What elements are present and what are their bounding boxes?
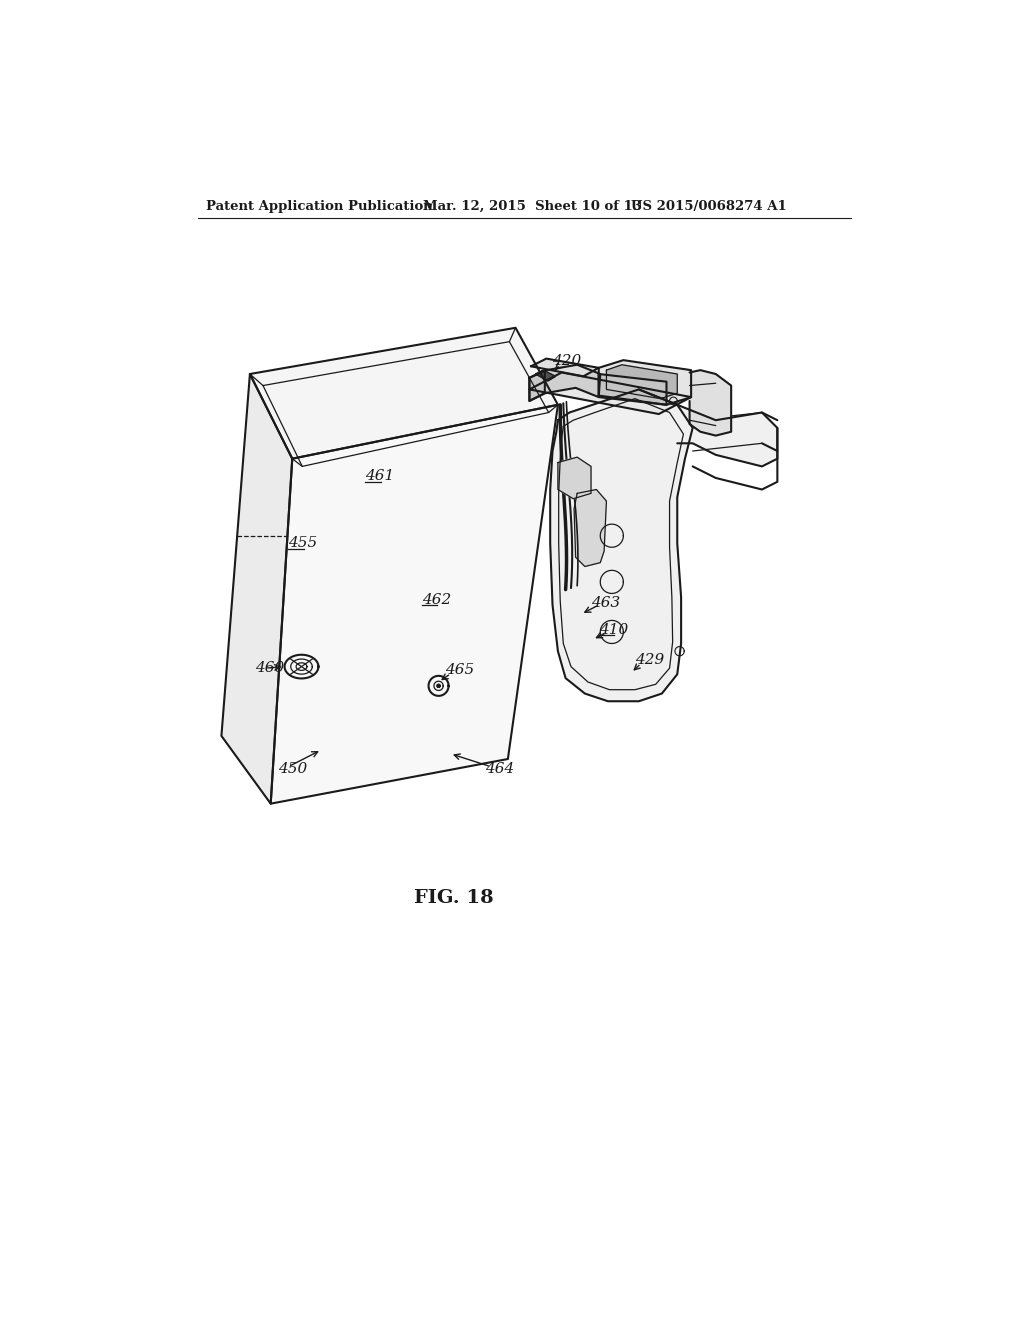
Text: 429: 429 — [635, 653, 665, 668]
Polygon shape — [639, 389, 777, 466]
Text: Mar. 12, 2015  Sheet 10 of 13: Mar. 12, 2015 Sheet 10 of 13 — [423, 199, 642, 213]
Text: 420: 420 — [553, 354, 582, 368]
Polygon shape — [574, 490, 606, 566]
Text: 450: 450 — [279, 762, 307, 776]
Text: 410: 410 — [599, 623, 628, 636]
Polygon shape — [270, 405, 558, 804]
Text: 455: 455 — [289, 536, 317, 550]
Text: 462: 462 — [422, 593, 451, 607]
Polygon shape — [529, 364, 600, 401]
Polygon shape — [529, 370, 545, 401]
Text: 463: 463 — [591, 595, 621, 610]
Polygon shape — [529, 372, 691, 414]
Polygon shape — [531, 359, 599, 376]
Polygon shape — [536, 370, 556, 381]
Text: 460: 460 — [255, 661, 285, 675]
Text: 464: 464 — [484, 762, 514, 776]
Text: 465: 465 — [444, 664, 474, 677]
Polygon shape — [250, 327, 558, 459]
Text: US 2015/0068274 A1: US 2015/0068274 A1 — [631, 199, 786, 213]
Text: FIG. 18: FIG. 18 — [414, 888, 494, 907]
Polygon shape — [558, 457, 591, 499]
Text: 461: 461 — [366, 470, 394, 483]
Polygon shape — [550, 389, 692, 701]
Text: Patent Application Publication: Patent Application Publication — [206, 199, 433, 213]
Polygon shape — [437, 684, 440, 688]
Polygon shape — [221, 374, 292, 804]
Polygon shape — [606, 364, 677, 399]
Polygon shape — [689, 370, 731, 436]
Polygon shape — [599, 374, 667, 405]
Polygon shape — [599, 360, 691, 405]
